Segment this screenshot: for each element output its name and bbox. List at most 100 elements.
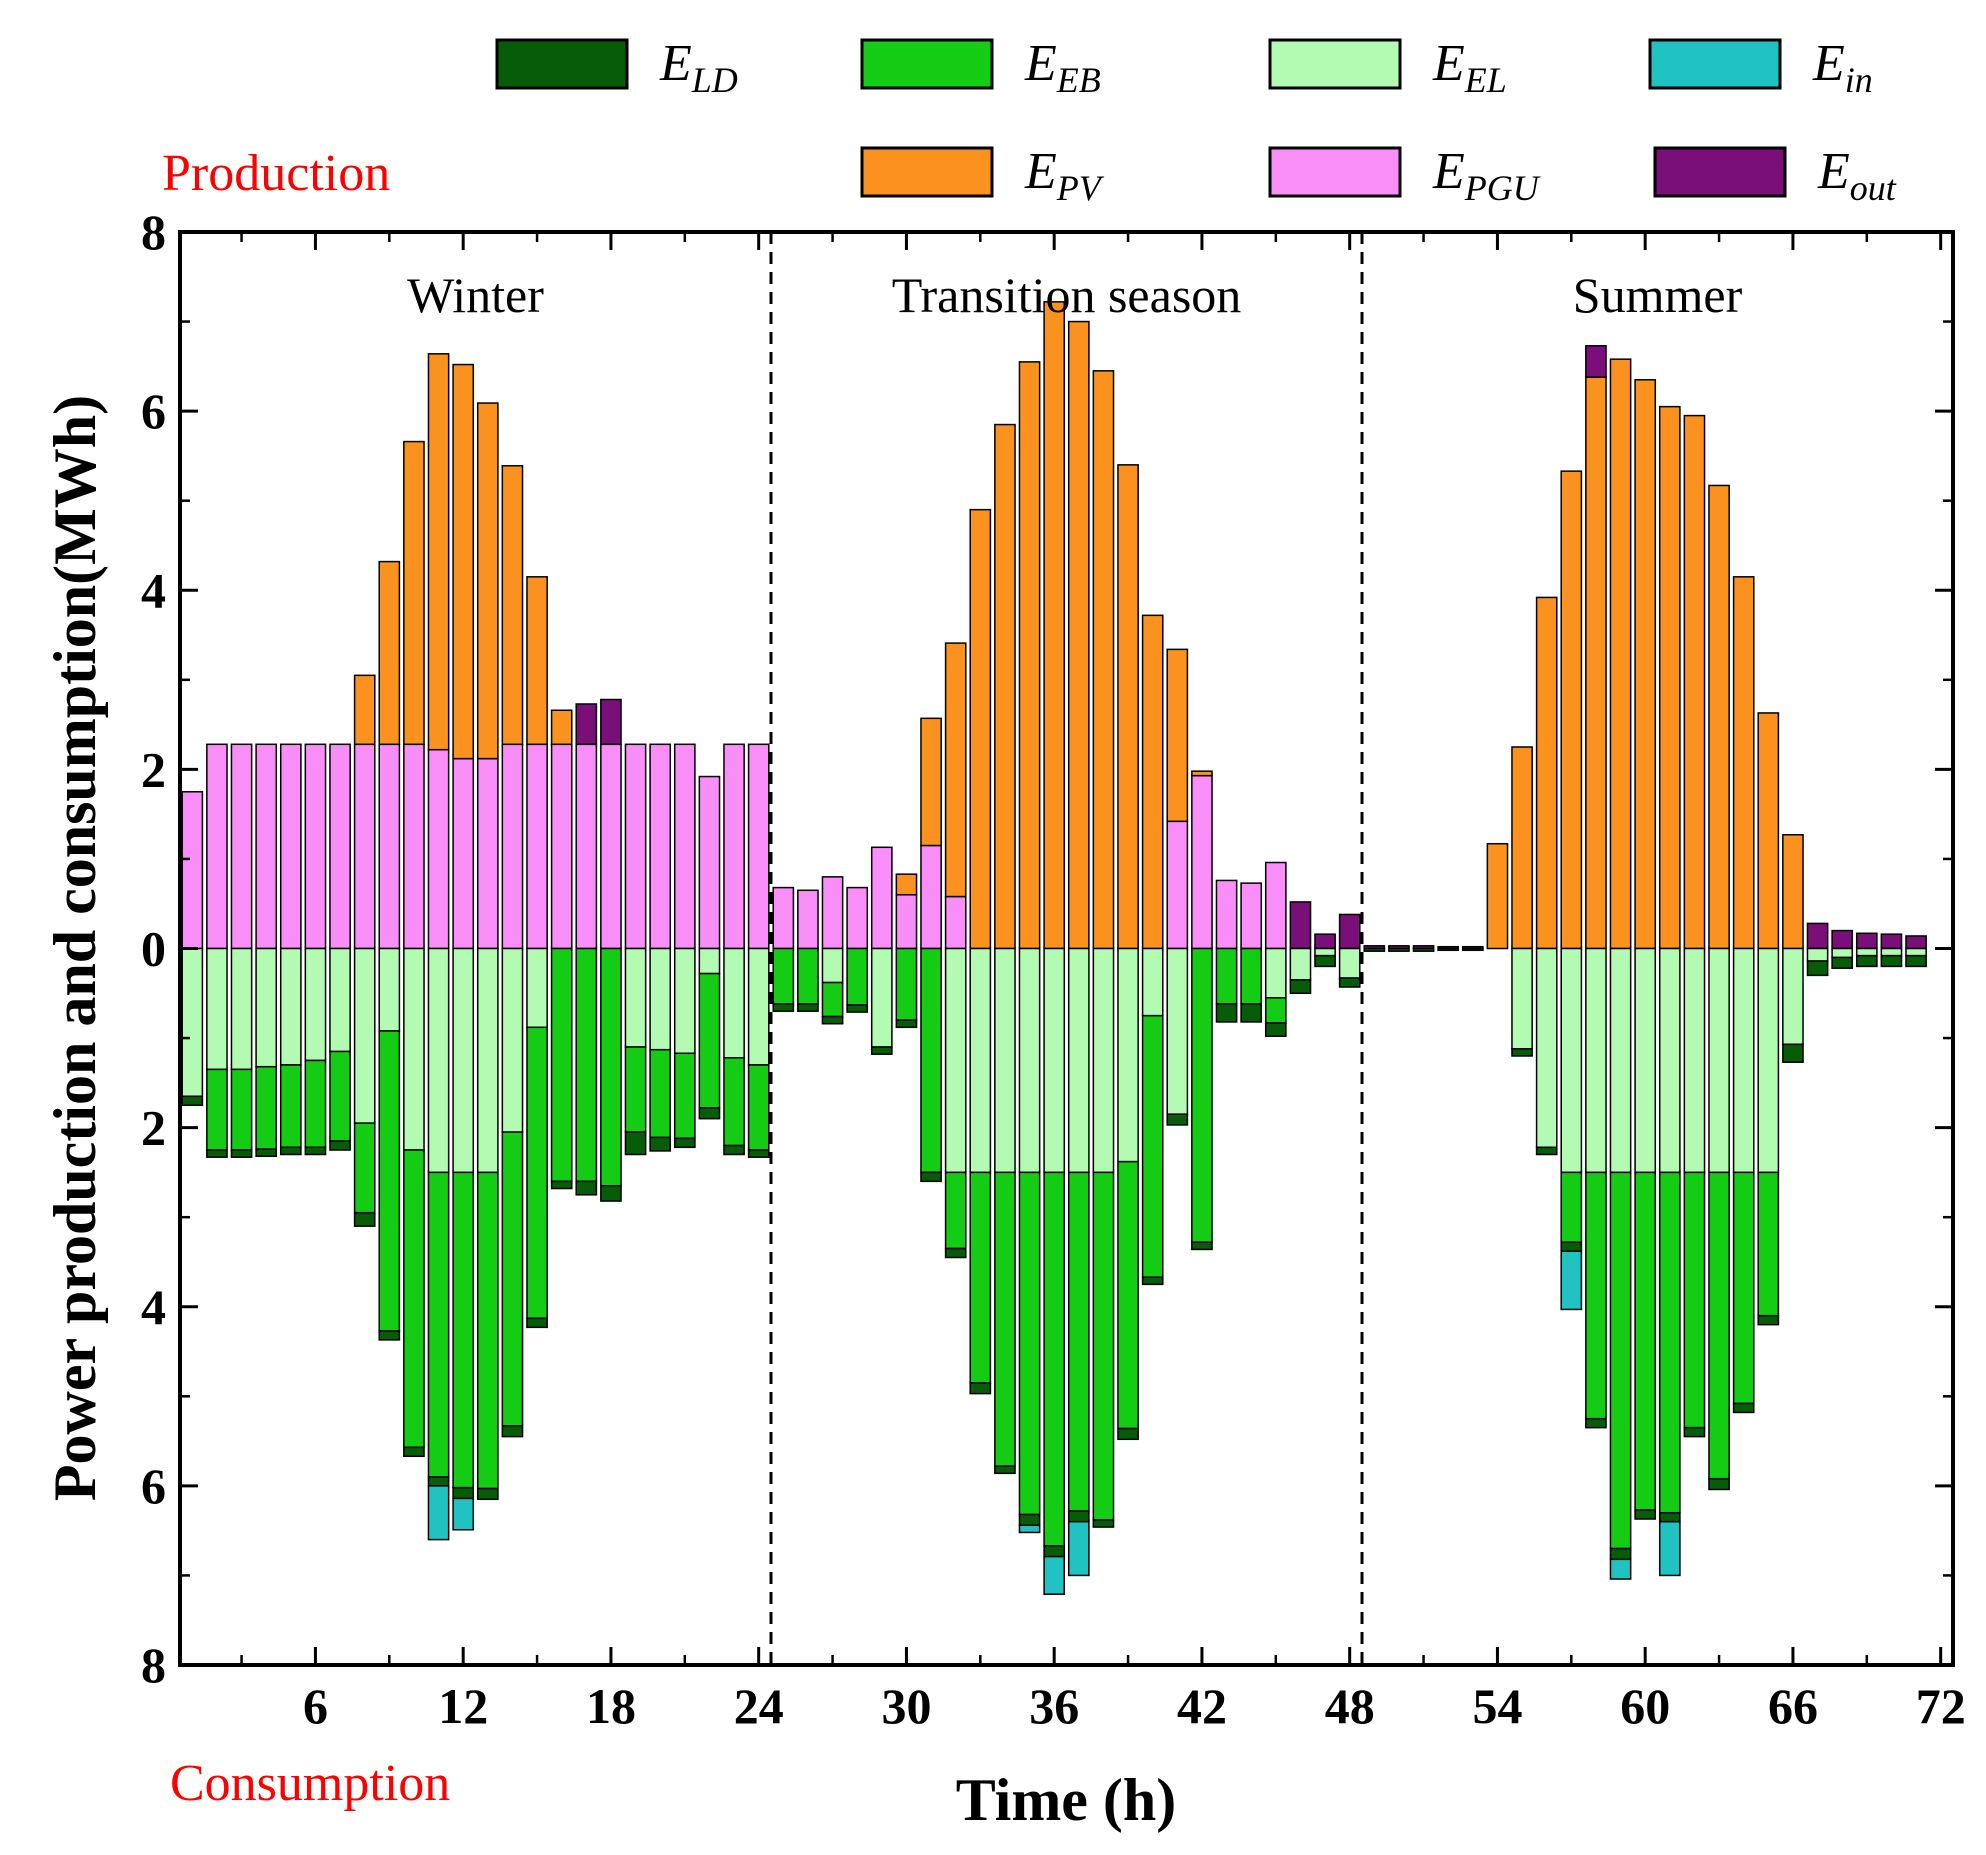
bar-e-ld-h68 <box>1831 956 1854 969</box>
legend-label-e-ld: ELD <box>659 35 738 100</box>
bar-e-pv-h31 <box>920 717 942 847</box>
bar-e-ld-h1 <box>181 1095 204 1106</box>
bar-e-el-h15 <box>526 947 548 1029</box>
bar-e-ld-h34 <box>994 1465 1016 1475</box>
y-axis: 8 6 4 2 0 2 4 6 8 <box>141 204 1953 1693</box>
bar-e-ld-h25 <box>772 1003 795 1012</box>
bar-e-pgu-h21 <box>673 743 696 950</box>
bar-e-el-h9 <box>378 947 401 1032</box>
bar-e-pv-h58 <box>1585 376 1607 950</box>
bar-e-eb-h58 <box>1585 1171 1607 1420</box>
bar-e-pgu-h43 <box>1215 879 1238 950</box>
bar-e-in-h11 <box>427 1485 450 1541</box>
bar-e-pv-h12 <box>452 363 475 760</box>
bar-e-el-h46 <box>1289 947 1312 981</box>
bar-e-pgu-h31 <box>920 844 942 950</box>
bar-e-ld-h49 <box>1363 947 1386 952</box>
bar-e-el-h60 <box>1634 947 1657 1174</box>
bar-e-eb-h64 <box>1732 1171 1755 1405</box>
bar-e-eb-h13 <box>476 1171 499 1490</box>
bar-e-el-h21 <box>673 947 696 1055</box>
x-tick-label-3: 24 <box>734 1678 784 1734</box>
bar-e-ld-h14 <box>501 1425 524 1438</box>
bar-e-pv-h36 <box>1043 301 1066 950</box>
bar-e-el-h55 <box>1511 947 1533 1050</box>
bar-e-pgu-h45 <box>1264 861 1287 950</box>
bar-e-eb-h20 <box>649 1048 672 1139</box>
bar-e-in-h59 <box>1609 1558 1632 1580</box>
bar-e-el-h68 <box>1831 947 1854 959</box>
bar-e-pgu-h10 <box>403 743 425 950</box>
bar-e-pgu-h16 <box>550 743 573 950</box>
bar-e-eb-h24 <box>747 1064 770 1151</box>
bar-e-pgu-h23 <box>723 743 745 950</box>
bar-e-eb-h19 <box>624 1046 647 1133</box>
bar-e-el-h36 <box>1043 947 1066 1174</box>
bar-e-eb-h23 <box>723 1057 745 1147</box>
bar-e-ld-h12 <box>452 1486 475 1500</box>
bar-e-pv-h30 <box>895 873 918 896</box>
bar-e-ld-h46 <box>1289 979 1312 995</box>
bar-e-pgu-h1 <box>181 791 204 950</box>
bar-e-ld-h52 <box>1437 947 1460 952</box>
x-tick-label-1: 12 <box>438 1678 488 1734</box>
bar-e-eb-h27 <box>821 981 844 1018</box>
x-tick-label-4: 30 <box>881 1678 931 1734</box>
bar-e-el-h40 <box>1141 947 1164 1017</box>
bar-e-eb-h8 <box>353 1122 376 1214</box>
bar-e-pv-h39 <box>1117 464 1139 950</box>
bar-e-el-h70 <box>1880 947 1903 957</box>
bar-e-pv-h55 <box>1511 746 1533 950</box>
bar-e-pgu-h5 <box>279 743 302 950</box>
bar-e-out-h68 <box>1831 929 1854 950</box>
bar-e-el-h33 <box>969 947 992 1174</box>
bar-e-pgu-h11 <box>427 748 450 950</box>
legend-swatch-e-ld <box>495 38 629 90</box>
bar-e-in-h35 <box>1018 1524 1041 1534</box>
bar-e-el-h4 <box>255 947 278 1068</box>
x-tick-label-8: 54 <box>1472 1678 1522 1734</box>
bar-e-eb-h43 <box>1215 947 1238 1005</box>
bar-e-pv-h59 <box>1609 358 1632 950</box>
bar-e-eb-h57 <box>1560 1171 1583 1244</box>
bar-e-ld-h4 <box>255 1148 278 1158</box>
bar-e-pv-h65 <box>1757 712 1780 950</box>
bar-e-eb-h9 <box>378 1030 401 1332</box>
bar-e-ld-h6 <box>304 1146 327 1156</box>
y-axis-title: Power production and consumption(MWh) <box>42 395 108 1501</box>
bar-e-pgu-h29 <box>870 846 893 950</box>
bar-e-eb-h4 <box>255 1065 278 1150</box>
y-tick-label-6: 4 <box>141 1279 166 1335</box>
bar-e-el-h19 <box>624 947 647 1048</box>
bar-e-el-h13 <box>476 947 499 1174</box>
x-tick-label-5: 36 <box>1029 1678 1079 1734</box>
bar-e-ld-h67 <box>1806 960 1829 977</box>
season-labels: Winter Transition season Summer <box>407 267 1742 323</box>
bar-e-out-h70 <box>1880 933 1903 950</box>
bar-e-ld-h20 <box>649 1136 672 1152</box>
bar-e-eb-h63 <box>1708 1171 1730 1480</box>
bar-e-el-h8 <box>353 947 376 1124</box>
bar-e-el-h29 <box>870 947 893 1048</box>
bar-e-el-h38 <box>1092 947 1115 1174</box>
bar-e-eb-h62 <box>1683 1171 1706 1429</box>
bar-e-eb-h61 <box>1658 1171 1681 1514</box>
bar-e-eb-h11 <box>427 1171 450 1478</box>
bar-e-el-h22 <box>698 947 721 975</box>
bar-e-out-h71 <box>1905 935 1927 950</box>
bar-e-pv-h64 <box>1732 576 1755 950</box>
bar-e-out-h69 <box>1855 932 1878 950</box>
bar-e-eb-h36 <box>1043 1171 1066 1547</box>
bar-e-ld-h10 <box>403 1446 425 1458</box>
bar-e-el-h20 <box>649 947 672 1051</box>
bar-e-el-h63 <box>1708 947 1730 1174</box>
bar-e-ld-h29 <box>870 1046 893 1055</box>
x-tick-label-10: 66 <box>1768 1678 1818 1734</box>
bar-e-eb-h39 <box>1117 1160 1139 1430</box>
bar-e-eb-h32 <box>944 1171 967 1250</box>
bar-e-eb-h7 <box>329 1050 351 1142</box>
bar-e-el-h14 <box>501 947 524 1133</box>
x-tick-label-9: 60 <box>1620 1678 1670 1734</box>
legend-label-e-el: EEL <box>1432 35 1507 100</box>
bar-e-el-h2 <box>206 947 228 1071</box>
